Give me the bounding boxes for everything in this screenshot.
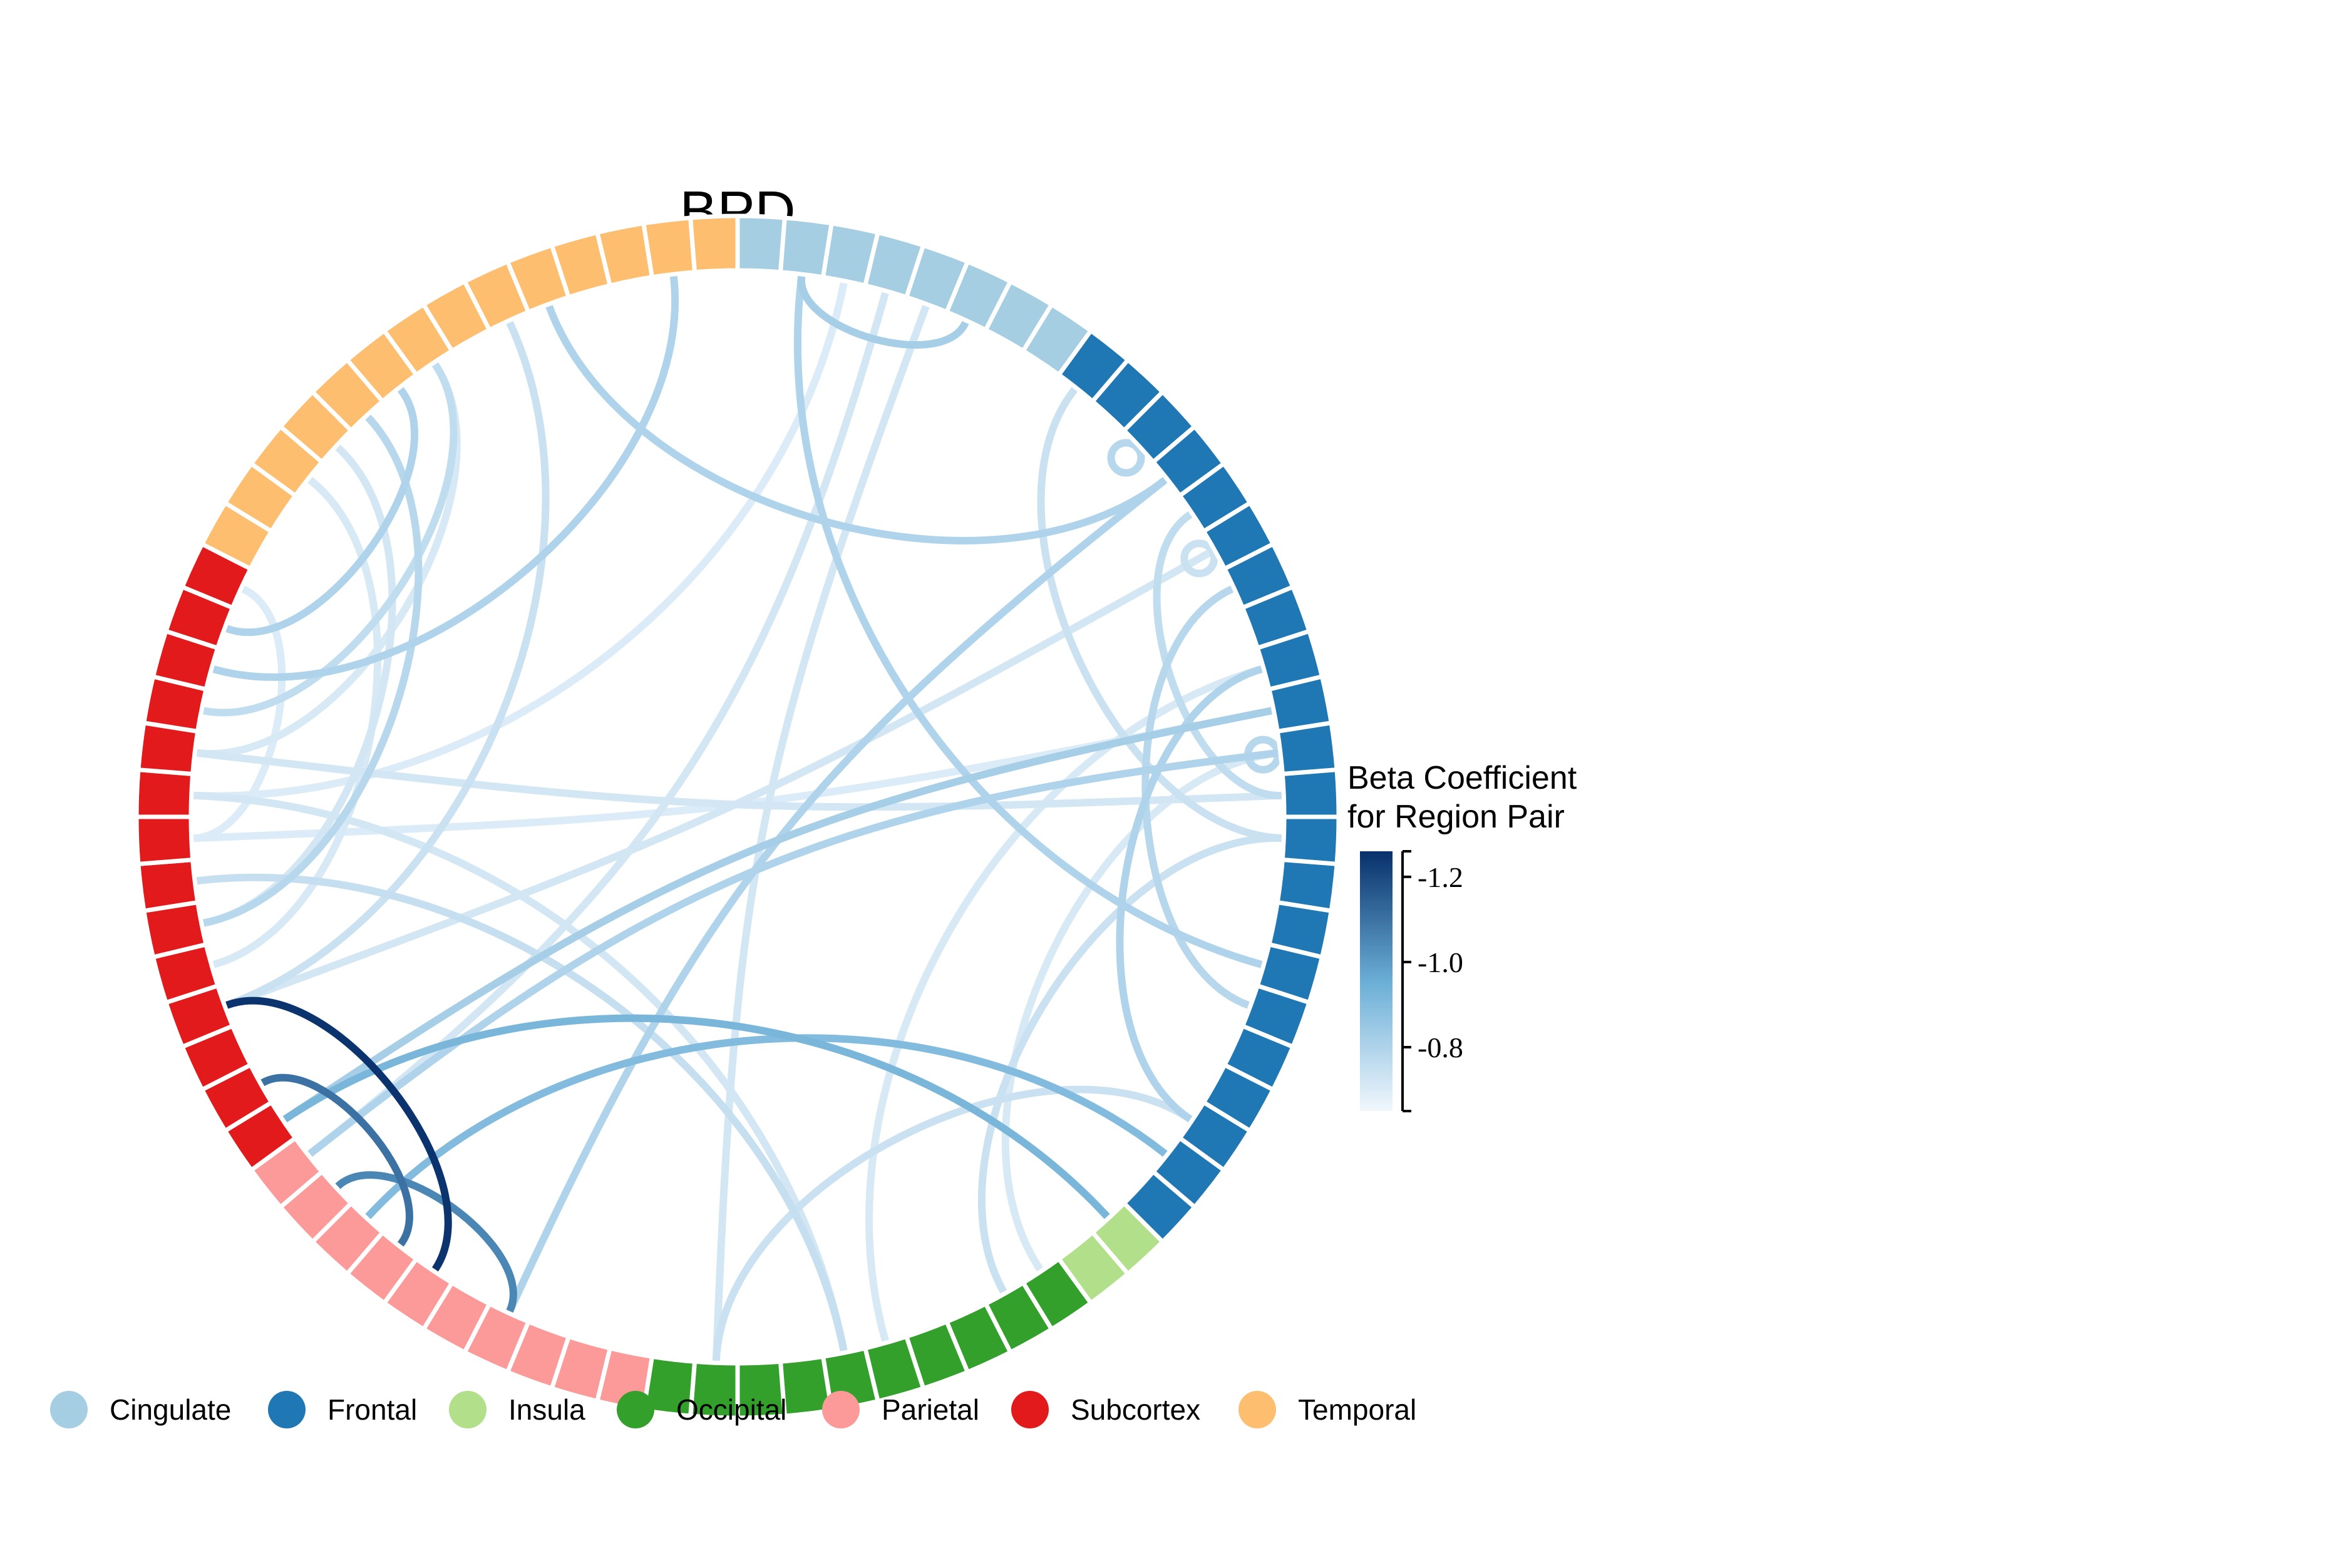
- colorbar-axis: -1.2 -1.0 -0.8: [1401, 850, 1463, 1112]
- colorbar-tick-label: -0.8: [1418, 1032, 1463, 1063]
- legend-label-cingulate: Cingulate: [110, 1393, 231, 1426]
- chord-link: [506, 476, 1169, 1315]
- chord-link: [865, 665, 1265, 1345]
- chord-links: [190, 273, 1285, 1365]
- ring-segment-frontal: [1275, 720, 1339, 777]
- legend-label-subcortex: Subcortex: [1071, 1393, 1200, 1426]
- ring-segment-frontal: [1280, 767, 1341, 819]
- legend-label-occipital: Occipital: [676, 1393, 786, 1426]
- colorbar-tick-label: -1.2: [1418, 861, 1463, 893]
- chord-link: [1001, 749, 1282, 1273]
- chord-link: [190, 279, 848, 800]
- chord-link: [200, 361, 458, 717]
- ring-segment-subcortex: [136, 857, 200, 914]
- chord-link: [712, 1085, 1194, 1365]
- chord-link: [210, 273, 679, 681]
- group-ring: [134, 213, 1341, 1420]
- legend-label-temporal: Temporal: [1298, 1393, 1416, 1426]
- colorbar-title-line2: for Region Pair: [1347, 799, 1565, 835]
- colorbar-title-line1: Beta Coefficient: [1347, 760, 1577, 796]
- chord-link: [306, 289, 889, 1157]
- chord-link: [1037, 386, 1285, 843]
- chord-link: [977, 834, 1285, 1296]
- chord-link: [364, 1034, 1169, 1221]
- chord-link: [545, 302, 1169, 545]
- legend-label-frontal: Frontal: [327, 1393, 417, 1426]
- group-legend: Cingulate Frontal Insula Occipital Parietal S…: [50, 1391, 1416, 1428]
- chord-link: [223, 319, 550, 1009]
- chord-link: [1107, 439, 1145, 477]
- ring-segment-subcortex: [134, 814, 195, 867]
- ring-segment-temporal: [641, 215, 698, 280]
- chord-link: [712, 302, 930, 1365]
- ring-segment-subcortex: [134, 767, 195, 819]
- legend-label-parietal: Parietal: [882, 1393, 979, 1426]
- legend-label-insula: Insula: [508, 1393, 585, 1426]
- ring-segment-frontal: [1280, 814, 1341, 867]
- chord-link: [334, 1171, 517, 1315]
- legend-swatch-frontal: [268, 1391, 306, 1428]
- legend-swatch-cingulate: [50, 1391, 88, 1428]
- legend-swatch-parietal: [822, 1391, 860, 1428]
- legend-swatch-subcortex: [1011, 1391, 1049, 1428]
- chord-link: [798, 273, 969, 349]
- legend-swatch-temporal: [1238, 1391, 1276, 1428]
- chord-link: [259, 1074, 413, 1248]
- chord-link: [1116, 665, 1265, 1123]
- chord-link: [193, 873, 848, 1355]
- legend-swatch-occipital: [617, 1391, 654, 1428]
- colorbar-tick-label: -1.0: [1418, 946, 1463, 978]
- chord-link: [281, 707, 1275, 1123]
- chord-link: [1153, 511, 1285, 799]
- chord-link: [190, 585, 286, 843]
- chord-link: [281, 1014, 1111, 1221]
- chord-link: [223, 386, 418, 637]
- chord-link: [193, 749, 1285, 811]
- colorbar-gradient: [1360, 851, 1393, 1111]
- chord-link: [1180, 540, 1218, 578]
- chord-link: [223, 997, 452, 1273]
- legend-swatch-insula: [449, 1391, 487, 1428]
- ring-segment-temporal: [687, 213, 740, 275]
- colorbar: Beta Coefficient for Region Pair -1.2-1.…: [1347, 760, 1577, 1112]
- ring-segment-cingulate: [735, 213, 788, 275]
